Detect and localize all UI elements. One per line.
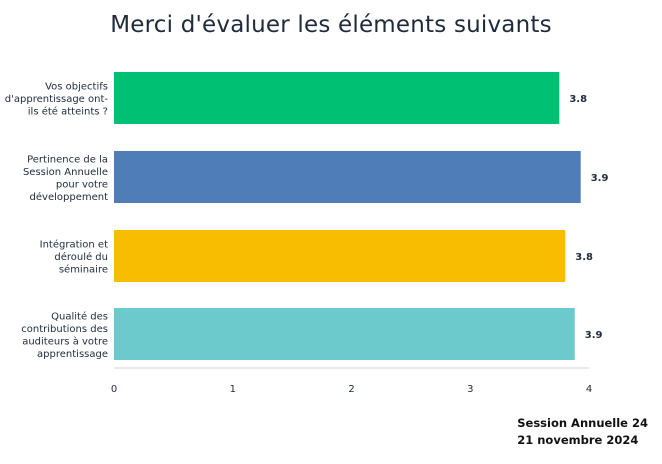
category-label-2: Pertinence de la Session Annuelle pour vot… — [23, 154, 108, 203]
value-label-1: 3.8 — [569, 94, 587, 105]
footer-date: 21 novembre 2024 — [517, 433, 639, 447]
value-label-3: 3.8 — [575, 252, 593, 263]
bar-3 — [114, 230, 566, 282]
chart-title: Merci d'évaluer les éléments suivants — [110, 12, 552, 38]
x-tick-4: 4 — [586, 384, 592, 395]
footer-session: Session Annuelle 24 — [517, 416, 648, 430]
x-tick-3: 3 — [467, 384, 473, 395]
value-label-2: 3.9 — [591, 173, 609, 184]
bar-1 — [114, 72, 560, 124]
category-label-1: Vos objectifs d'apprentissage ont-ils été… — [5, 82, 109, 118]
bar-4 — [114, 308, 575, 360]
category-label-4: Qualité des contributions des auditeurs à … — [21, 310, 108, 360]
x-tick-0: 0 — [111, 384, 117, 395]
x-tick-2: 2 — [348, 384, 354, 395]
bar-2 — [114, 151, 581, 203]
value-label-4: 3.9 — [585, 330, 603, 341]
footer-note: Session Annuelle 24 21 novembre 2024 — [517, 415, 648, 449]
x-tick-1: 1 — [230, 384, 236, 395]
category-label-3: Intégration et déroulé du séminaire — [40, 239, 108, 276]
